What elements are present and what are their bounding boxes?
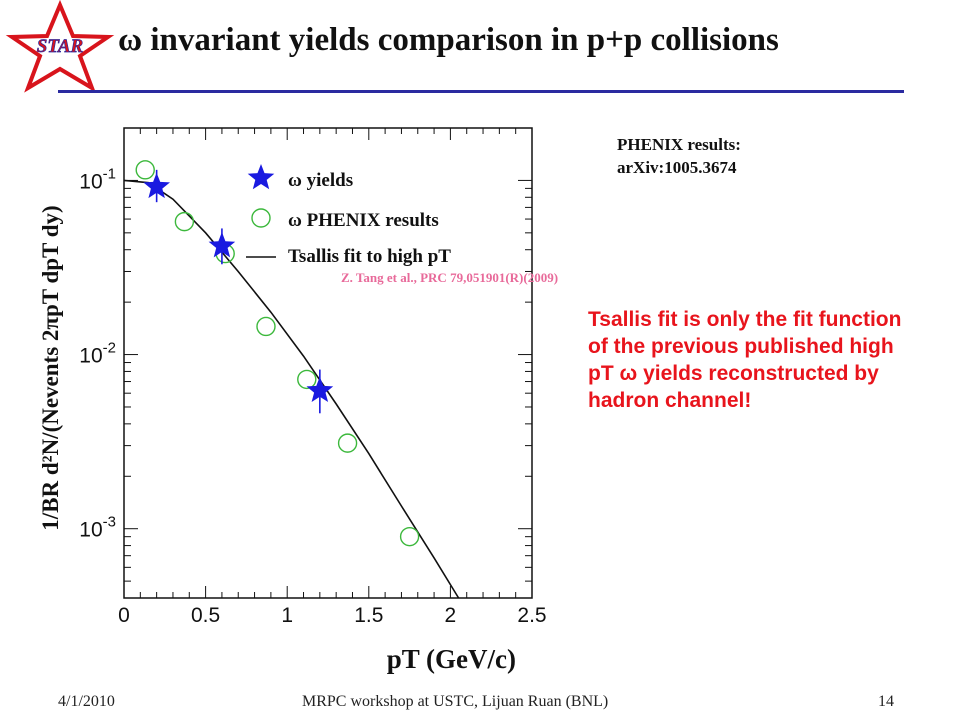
x-tick-label: 1.5 <box>354 604 383 627</box>
x-tick-label: 2.5 <box>517 604 546 627</box>
star-logo-text: STAR <box>37 36 83 57</box>
star-logo: STAR <box>5 0 115 93</box>
phenix-point <box>399 526 420 547</box>
x-tick-label: 1 <box>281 604 293 627</box>
phenix-point <box>135 160 155 180</box>
legend-label: ω PHENIX results <box>288 210 439 231</box>
legend-star-marker <box>247 164 275 190</box>
phenix-point <box>297 369 317 390</box>
phenix-point <box>337 433 358 453</box>
legend-label: Tsallis fit to high pT <box>288 246 451 267</box>
x-axis-title: pT (GeV/c) <box>387 644 516 674</box>
title-rule <box>58 90 904 93</box>
star-point <box>208 232 236 258</box>
y-tick-label: 10-1 <box>79 165 116 193</box>
phenix-point <box>256 316 276 337</box>
star-logo-icon <box>5 0 115 93</box>
plot-frame <box>123 127 533 599</box>
y-axis-title: 1/BR d²N/(Nevents 2πpT dpT dy) <box>38 205 63 530</box>
phenix-note-line1: PHENIX results: <box>617 135 741 154</box>
phenix-point <box>174 211 195 232</box>
slide-title: ω invariant yields comparison in p+p col… <box>118 22 779 58</box>
x-tick-label: 0 <box>118 604 130 627</box>
x-tick-label: 0.5 <box>191 604 220 627</box>
phenix-note: PHENIX results: arXiv:1005.3674 <box>617 133 741 179</box>
tsallis-note: Tsallis fit is only the fit function of … <box>588 308 902 412</box>
star-point <box>143 172 170 199</box>
y-tick-label: 10-2 <box>79 340 116 368</box>
footer-center: MRPC workshop at USTC, Lijuan Ruan (BNL) <box>302 693 609 710</box>
phenix-note-line2: arXiv:1005.3674 <box>617 158 737 177</box>
legend-label: ω yields <box>288 170 353 191</box>
tsallis-fit-line <box>123 179 460 599</box>
x-tick-label: 2 <box>445 604 457 627</box>
footer-page-number: 14 <box>878 693 894 710</box>
star-point <box>306 376 334 402</box>
y-tick-label: 10-3 <box>79 514 116 542</box>
legend-circle-marker <box>251 208 271 228</box>
footer-date: 4/1/2010 <box>58 693 115 710</box>
reference-note: Z. Tang et al., PRC 79,051901(R)(2009) <box>341 270 559 285</box>
